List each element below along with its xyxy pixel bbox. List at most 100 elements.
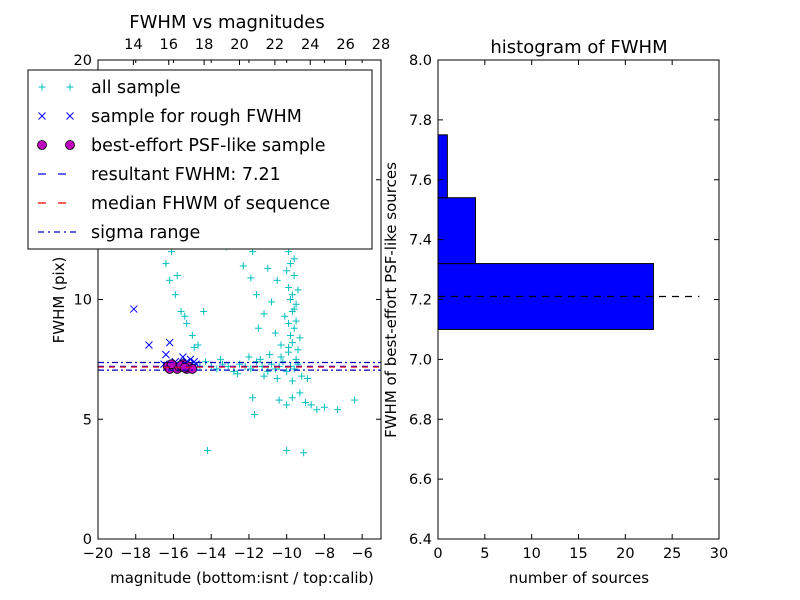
right-xlabel: number of sources bbox=[509, 569, 649, 587]
point-s0-51 bbox=[292, 300, 300, 308]
point-s1-2 bbox=[165, 338, 174, 347]
legend-label-median-fwhm: median FHWM of sequence bbox=[91, 194, 330, 214]
point-s0-95 bbox=[302, 398, 310, 406]
right-ytick-label-7: 7.8 bbox=[409, 113, 432, 129]
point-s0-27 bbox=[245, 353, 253, 361]
left-xtick-label-4: −12 bbox=[234, 546, 265, 562]
point-s0-42 bbox=[286, 296, 294, 303]
point-s0-68 bbox=[264, 264, 272, 272]
right-xtick-label-2: 10 bbox=[522, 546, 540, 562]
point-s0-22 bbox=[283, 367, 291, 375]
point-s0-81 bbox=[173, 272, 181, 280]
left-xtick-label-6: −8 bbox=[314, 546, 335, 562]
point-s0-78 bbox=[183, 319, 191, 327]
point-s0-28 bbox=[256, 355, 264, 363]
point-s0-21 bbox=[279, 358, 287, 366]
left-xtick-label-0: −20 bbox=[83, 546, 114, 562]
point-s0-35 bbox=[288, 377, 296, 385]
right-ytick-label-0: 6.4 bbox=[409, 532, 432, 548]
point-s0-74 bbox=[162, 260, 170, 268]
legend-label-resultant-fwhm: resultant FWHM: 7.21 bbox=[91, 165, 281, 185]
right-xtick-label-6: 30 bbox=[710, 546, 728, 562]
right-xtick-label-3: 15 bbox=[569, 546, 587, 562]
point-s0-26 bbox=[217, 355, 225, 363]
point-s0-11 bbox=[230, 367, 238, 375]
fwhm-vs-magnitude-plot: −20 −18 −16 −14 −12 −10 −8 −6 14 16 18 20 22 24 26 28 0 5… bbox=[27, 12, 391, 587]
point-s0-37 bbox=[303, 375, 311, 383]
point-s1-3 bbox=[162, 350, 170, 359]
point-s0-65 bbox=[247, 274, 255, 282]
point-s1-9 bbox=[179, 353, 187, 361]
point-s0-59 bbox=[294, 286, 302, 294]
top-xtick-label-4: 22 bbox=[266, 37, 284, 53]
top-xtick-label-7: 28 bbox=[372, 37, 390, 53]
right-xtick-label-1: 5 bbox=[480, 546, 489, 562]
top-xtick-label-0: 14 bbox=[124, 37, 142, 53]
point-s0-44 bbox=[290, 272, 298, 280]
top-xtick-label-1: 16 bbox=[160, 37, 178, 53]
point-s0-83 bbox=[181, 312, 189, 320]
point-s0-32 bbox=[234, 370, 242, 378]
right-ytick-label-2: 6.8 bbox=[409, 412, 432, 428]
point-s0-93 bbox=[288, 394, 296, 402]
point-s0-84 bbox=[200, 307, 208, 315]
left-xlabel: magnitude (bottom:isnt / top:calib) bbox=[110, 569, 374, 587]
left-ytick-label-4: 20 bbox=[74, 53, 92, 69]
point-s0-30 bbox=[277, 353, 285, 361]
left-title: FWHM vs magnitudes bbox=[129, 12, 324, 33]
legend-marker-1-a-b bbox=[38, 112, 46, 120]
right-xtick-label-4: 20 bbox=[616, 546, 634, 562]
point-s0-67 bbox=[268, 298, 276, 306]
point-s1-2-b bbox=[165, 338, 174, 347]
point-s0-43 bbox=[285, 284, 293, 292]
legend-marker-0-a bbox=[38, 83, 46, 91]
point-s0-14 bbox=[247, 365, 255, 373]
point-s0-8 bbox=[213, 365, 221, 373]
top-xtick-label-2: 18 bbox=[195, 37, 213, 53]
point-s0-12 bbox=[236, 360, 243, 368]
histogram-bar-2 bbox=[437, 134, 448, 199]
left-ytick-label-2: 10 bbox=[74, 293, 92, 309]
point-s0-77 bbox=[177, 307, 185, 315]
point-s1-0 bbox=[129, 305, 138, 313]
point-s0-69 bbox=[254, 324, 262, 332]
point-s0-60 bbox=[290, 255, 298, 263]
point-s0-55 bbox=[294, 346, 302, 354]
point-s0-38 bbox=[285, 343, 293, 351]
point-s0-100 bbox=[351, 396, 359, 404]
right-ytick-label-5: 7.4 bbox=[409, 233, 432, 249]
point-s1-1 bbox=[145, 341, 153, 349]
left-ticks: −20 −18 −16 −14 −12 −10 −8 −6 14 16 18 20 22 24 26 28 0 5… bbox=[74, 37, 391, 562]
point-s0-36 bbox=[298, 372, 306, 380]
fwhm-histogram-plot: 0 5 10 15 20 25 306.46.66.87.07.27.47.67.88.0 … bbox=[382, 37, 728, 587]
point-s0-33 bbox=[260, 372, 268, 380]
point-s0-102 bbox=[283, 446, 291, 454]
right-ticks: 0 5 10 15 20 25 30 6.4 6.6 6.8 7.0 7.2 7.4 7.6 7.8 8.0 bbox=[409, 53, 728, 562]
point-s0-63 bbox=[260, 310, 268, 318]
right-ytick-label-1: 6.6 bbox=[409, 472, 432, 488]
top-xtick-label-5: 24 bbox=[301, 37, 319, 53]
right-ytick-label-3: 7.0 bbox=[409, 352, 432, 368]
histogram-bars bbox=[437, 134, 700, 330]
right-ytick-label-8: 8.0 bbox=[409, 53, 432, 69]
point-s0-89 bbox=[249, 394, 257, 402]
point-s1-3-b bbox=[162, 350, 170, 359]
point-s0-76 bbox=[171, 291, 179, 299]
right-title: histogram of FWHM bbox=[490, 37, 667, 58]
right-ytick-label-4: 7.2 bbox=[409, 293, 432, 309]
legend-marker-2-a bbox=[37, 140, 47, 150]
top-xtick-label-3: 20 bbox=[230, 37, 248, 53]
left-xtick-label-1: −18 bbox=[120, 546, 151, 562]
point-s0-49 bbox=[290, 324, 298, 332]
legend-marker-2-b bbox=[65, 140, 75, 150]
left-xtick-label-7: −6 bbox=[351, 546, 372, 562]
point-s0-79 bbox=[188, 331, 196, 339]
right-ytick-label-6: 7.6 bbox=[409, 173, 432, 189]
legend-marker-1-b-b bbox=[66, 112, 74, 120]
legend-marker-1-b bbox=[66, 112, 74, 120]
point-s0-98 bbox=[320, 403, 328, 411]
legend-marker-0-b bbox=[66, 83, 74, 91]
point-s0-6 bbox=[202, 358, 210, 366]
left-xtick-label-2: −16 bbox=[158, 546, 189, 562]
